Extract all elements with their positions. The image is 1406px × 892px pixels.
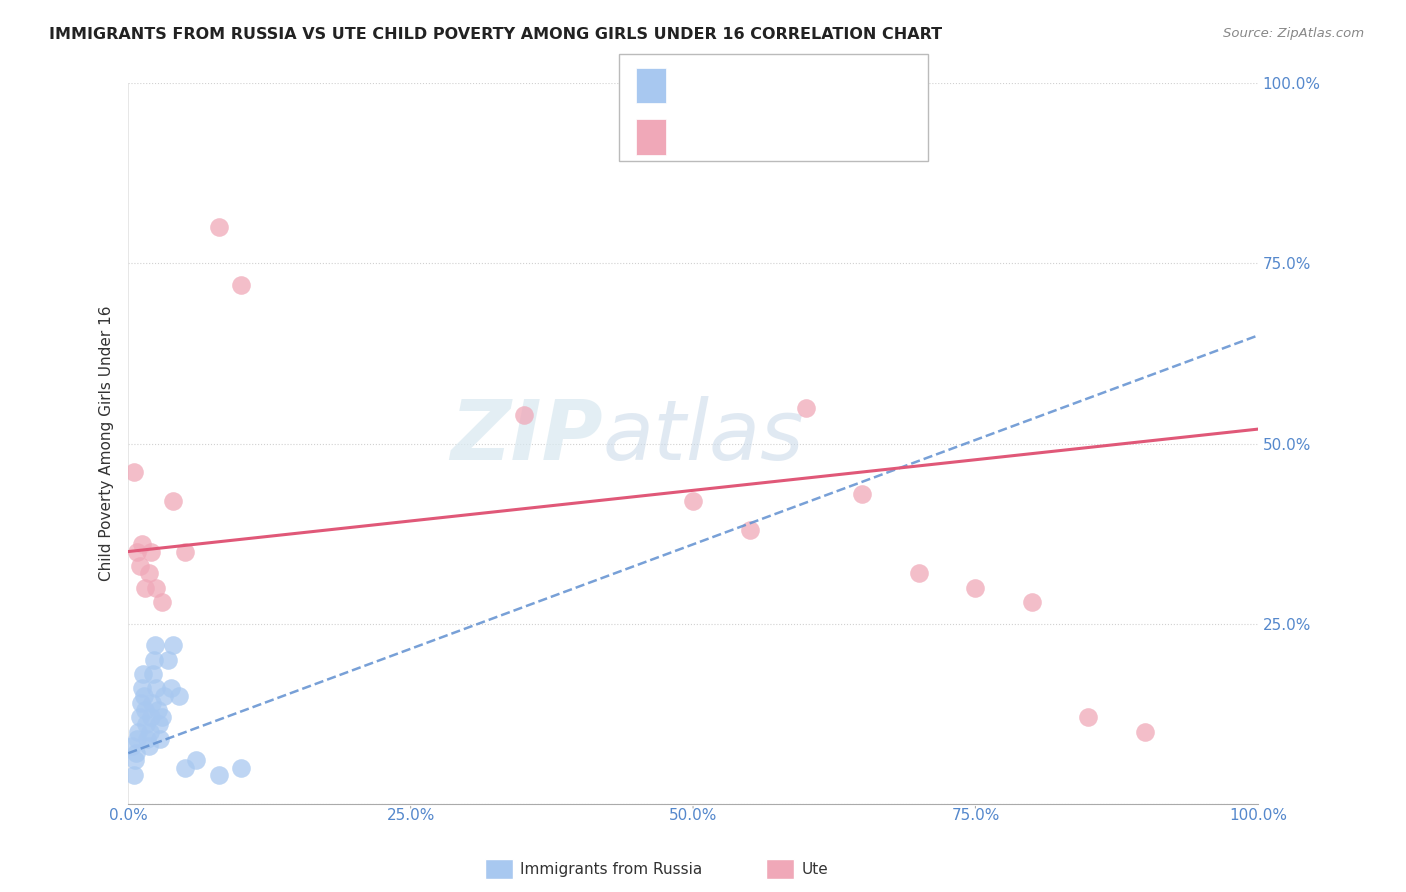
- Point: [150, 595, 173, 609]
- Text: Ute: Ute: [801, 863, 828, 877]
- Point: [965, 581, 987, 595]
- Text: IMMIGRANTS FROM RUSSIA VS UTE CHILD POVERTY AMONG GIRLS UNDER 16 CORRELATION CHA: IMMIGRANTS FROM RUSSIA VS UTE CHILD POVE…: [49, 27, 942, 42]
- Point: [173, 761, 195, 775]
- Point: [141, 696, 163, 710]
- Point: [1133, 724, 1156, 739]
- Point: [207, 768, 229, 782]
- Point: [122, 768, 145, 782]
- Point: [738, 523, 761, 537]
- Point: [138, 566, 160, 581]
- Point: [128, 558, 150, 573]
- Text: R = 0.294   N = 23: R = 0.294 N = 23: [678, 128, 835, 146]
- Point: [129, 696, 152, 710]
- Point: [138, 724, 160, 739]
- Point: [1077, 710, 1099, 724]
- Text: Immigrants from Russia: Immigrants from Russia: [520, 863, 703, 877]
- Point: [231, 761, 253, 775]
- Point: [132, 689, 155, 703]
- Point: [121, 739, 143, 753]
- Point: [146, 703, 169, 717]
- Point: [132, 667, 155, 681]
- Point: [127, 544, 149, 558]
- Point: [136, 731, 159, 746]
- Point: [167, 689, 190, 703]
- Point: [125, 746, 148, 760]
- Point: [173, 544, 195, 558]
- Point: [207, 220, 229, 235]
- Point: [139, 710, 162, 724]
- Text: atlas: atlas: [603, 396, 804, 477]
- Point: [512, 408, 534, 422]
- Point: [145, 681, 167, 696]
- Point: [135, 717, 157, 731]
- Point: [139, 544, 162, 558]
- Text: R = 0.182   N = 35: R = 0.182 N = 35: [678, 77, 835, 95]
- Text: Source: ZipAtlas.com: Source: ZipAtlas.com: [1223, 27, 1364, 40]
- Point: [143, 652, 166, 666]
- Point: [908, 566, 931, 581]
- Point: [160, 681, 183, 696]
- Point: [148, 717, 170, 731]
- Point: [1021, 595, 1043, 609]
- Point: [162, 494, 184, 508]
- Text: ZIP: ZIP: [450, 396, 603, 477]
- Point: [134, 581, 156, 595]
- Point: [794, 401, 817, 415]
- Point: [156, 652, 179, 666]
- Point: [138, 739, 160, 753]
- Point: [231, 278, 253, 293]
- Point: [143, 638, 166, 652]
- Point: [127, 731, 149, 746]
- Point: [131, 537, 153, 551]
- Point: [851, 487, 873, 501]
- Point: [153, 689, 176, 703]
- Point: [128, 710, 150, 724]
- Point: [150, 710, 173, 724]
- Point: [682, 494, 704, 508]
- Y-axis label: Child Poverty Among Girls Under 16: Child Poverty Among Girls Under 16: [100, 306, 114, 582]
- Point: [145, 581, 167, 595]
- Point: [124, 753, 146, 767]
- Point: [131, 681, 153, 696]
- Point: [127, 724, 149, 739]
- Point: [184, 753, 207, 767]
- Point: [142, 667, 165, 681]
- Point: [149, 731, 172, 746]
- Point: [122, 466, 145, 480]
- Point: [134, 703, 156, 717]
- Point: [162, 638, 184, 652]
